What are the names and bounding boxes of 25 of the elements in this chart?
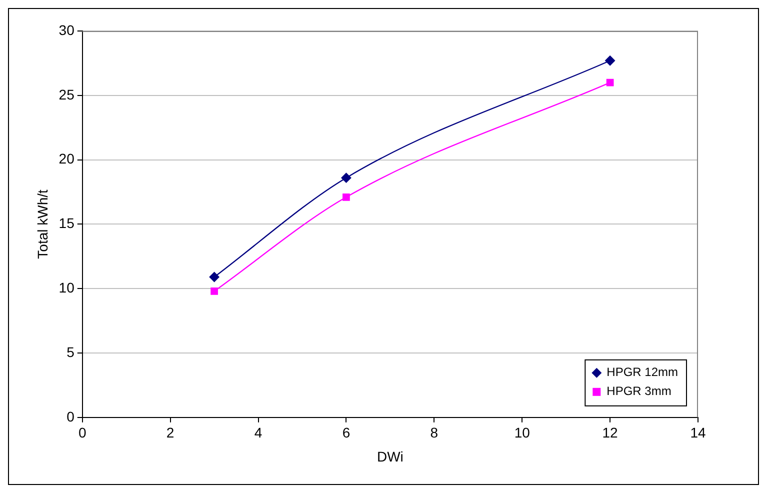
y-tick-label: 10 bbox=[58, 279, 75, 296]
x-tick-label: 8 bbox=[430, 424, 438, 441]
x-tick-label: 2 bbox=[166, 424, 174, 441]
legend-label: HPGR 3mm bbox=[606, 384, 672, 398]
y-tick-label: 30 bbox=[58, 22, 75, 38]
x-tick-label: 0 bbox=[78, 424, 86, 441]
x-tick-label: 6 bbox=[342, 424, 350, 441]
y-axis-title: Total kWh/t bbox=[34, 189, 50, 259]
y-tick-label: 25 bbox=[58, 86, 75, 102]
y-tick-label: 0 bbox=[66, 408, 75, 424]
x-tick-label: 4 bbox=[254, 424, 262, 441]
point bbox=[342, 193, 350, 201]
y-tick-label: 5 bbox=[66, 344, 75, 360]
point bbox=[209, 272, 220, 282]
point bbox=[210, 287, 218, 295]
legend-label: HPGR 12mm bbox=[606, 365, 678, 380]
x-tick-label: 12 bbox=[602, 424, 618, 441]
point bbox=[341, 172, 352, 183]
x-tick-label: 14 bbox=[690, 424, 706, 441]
x-tick-label: 10 bbox=[514, 424, 530, 441]
point bbox=[606, 78, 614, 86]
point bbox=[605, 56, 616, 66]
y-tick-label: 20 bbox=[58, 150, 75, 167]
y-tick-label: 15 bbox=[58, 215, 75, 232]
x-axis-title: DWi bbox=[376, 448, 404, 464]
